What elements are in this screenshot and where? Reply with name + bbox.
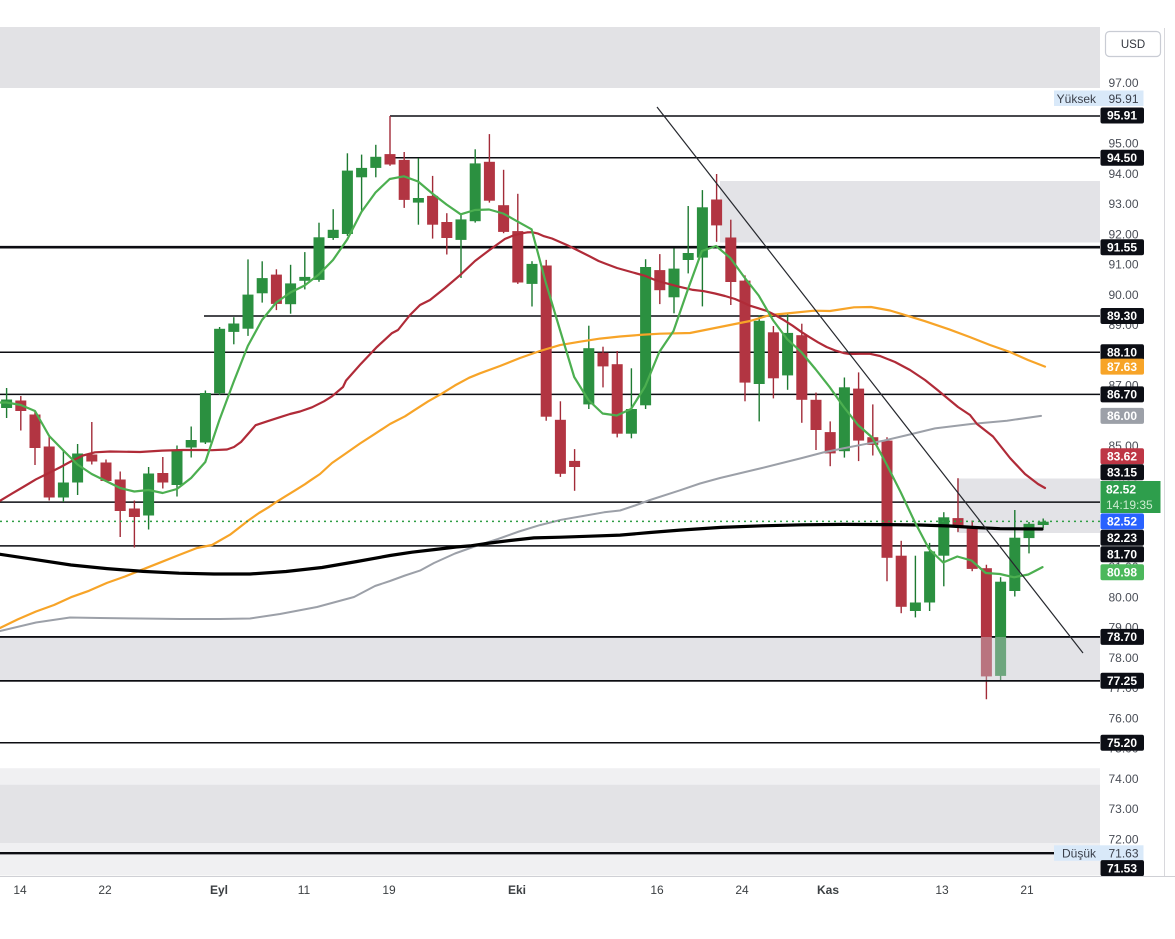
svg-text:97.00: 97.00 (1109, 76, 1139, 90)
svg-text:22: 22 (98, 883, 112, 897)
svg-text:78.00: 78.00 (1109, 651, 1139, 665)
svg-text:91.55: 91.55 (1107, 240, 1137, 254)
svg-text:19: 19 (382, 883, 396, 897)
svg-text:77.25: 77.25 (1107, 674, 1137, 688)
svg-text:92.00: 92.00 (1109, 228, 1139, 242)
svg-text:95.00: 95.00 (1109, 137, 1139, 151)
svg-text:Kas: Kas (817, 883, 839, 897)
svg-text:73.00: 73.00 (1109, 802, 1139, 816)
svg-text:71.63: 71.63 (1109, 846, 1139, 860)
svg-text:75.20: 75.20 (1107, 736, 1137, 750)
svg-text:USD: USD (1121, 39, 1145, 51)
svg-text:80.98: 80.98 (1107, 566, 1137, 580)
svg-text:74.00: 74.00 (1109, 772, 1139, 786)
svg-text:88.10: 88.10 (1107, 346, 1137, 360)
svg-text:16: 16 (650, 883, 664, 897)
svg-text:82.52: 82.52 (1107, 515, 1137, 529)
svg-text:71.53: 71.53 (1107, 861, 1137, 875)
svg-text:Düşük: Düşük (1062, 846, 1097, 860)
svg-text:78.70: 78.70 (1107, 630, 1137, 644)
svg-text:14:19:35: 14:19:35 (1106, 498, 1153, 512)
svg-text:14: 14 (13, 883, 27, 897)
svg-text:72.00: 72.00 (1109, 832, 1139, 846)
svg-text:Yüksek: Yüksek (1057, 92, 1097, 106)
svg-text:Eki: Eki (508, 883, 526, 897)
svg-text:89.30: 89.30 (1107, 309, 1137, 323)
svg-text:93.00: 93.00 (1109, 197, 1139, 211)
svg-text:94.50: 94.50 (1107, 151, 1137, 165)
svg-text:81.70: 81.70 (1107, 547, 1137, 561)
svg-text:21: 21 (1020, 883, 1034, 897)
svg-text:95.91: 95.91 (1107, 109, 1137, 123)
svg-text:83.15: 83.15 (1107, 466, 1137, 480)
svg-text:13: 13 (935, 883, 949, 897)
svg-text:86.70: 86.70 (1107, 388, 1137, 402)
svg-text:90.00: 90.00 (1109, 288, 1139, 302)
svg-text:82.52: 82.52 (1106, 483, 1136, 497)
svg-text:83.62: 83.62 (1107, 450, 1137, 464)
svg-text:82.23: 82.23 (1107, 531, 1137, 545)
svg-text:Eyl: Eyl (210, 883, 228, 897)
svg-text:24: 24 (735, 883, 749, 897)
svg-text:94.00: 94.00 (1109, 167, 1139, 181)
svg-text:91.00: 91.00 (1109, 258, 1139, 272)
svg-text:11: 11 (298, 883, 311, 897)
svg-text:95.91: 95.91 (1109, 92, 1139, 106)
svg-text:80.00: 80.00 (1109, 591, 1139, 605)
svg-text:76.00: 76.00 (1109, 712, 1139, 726)
svg-text:86.00: 86.00 (1107, 409, 1137, 423)
svg-text:87.63: 87.63 (1107, 360, 1137, 374)
